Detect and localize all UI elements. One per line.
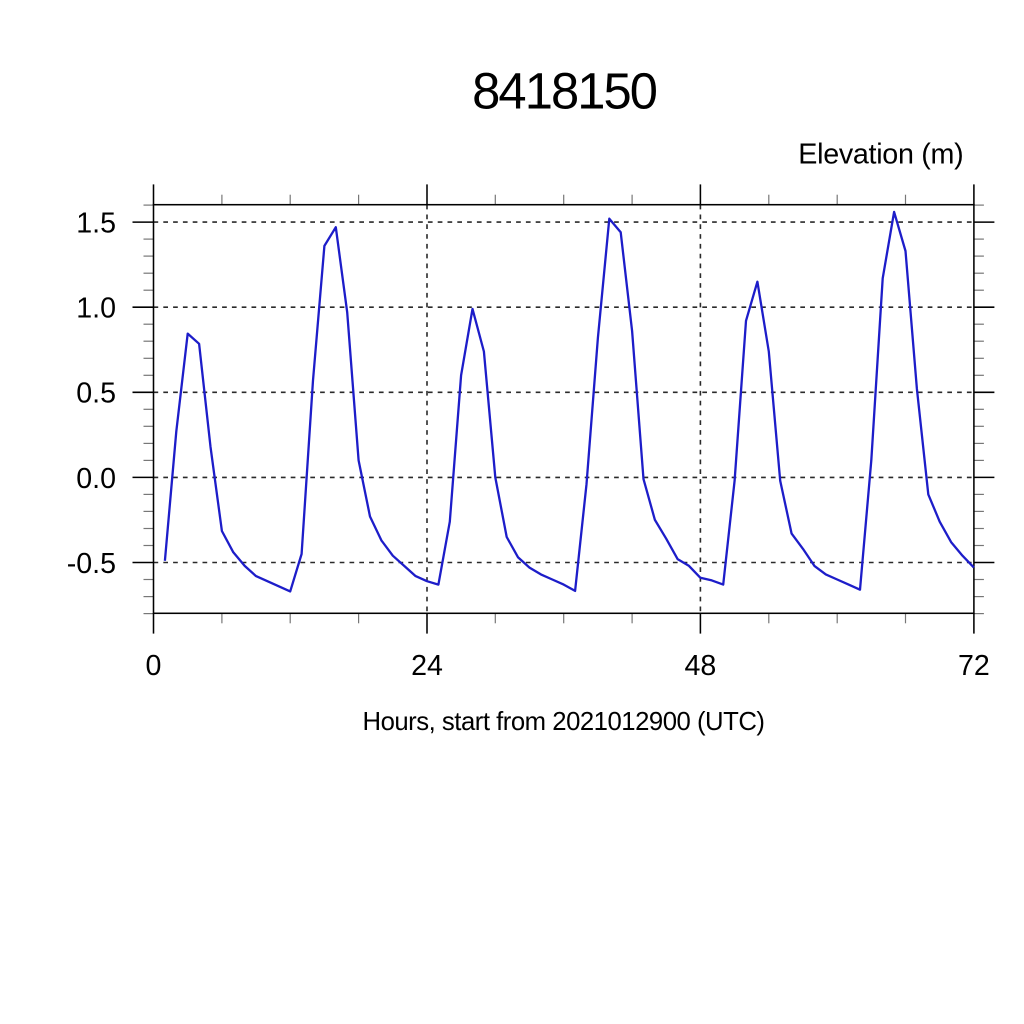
svg-text:8418150: 8418150: [472, 63, 657, 120]
svg-text:-0.5: -0.5: [67, 548, 116, 580]
svg-text:1.5: 1.5: [76, 208, 116, 240]
svg-text:72: 72: [958, 650, 990, 682]
svg-text:0.5: 0.5: [76, 378, 116, 410]
svg-text:Hours, start from 2021012900 (: Hours, start from 2021012900 (UTC): [363, 708, 765, 736]
svg-text:0.0: 0.0: [76, 463, 116, 495]
svg-text:0: 0: [146, 650, 162, 682]
svg-text:1.0: 1.0: [76, 293, 116, 325]
svg-text:Elevation (m): Elevation (m): [798, 138, 963, 170]
svg-text:24: 24: [411, 650, 443, 682]
svg-text:48: 48: [684, 650, 716, 682]
